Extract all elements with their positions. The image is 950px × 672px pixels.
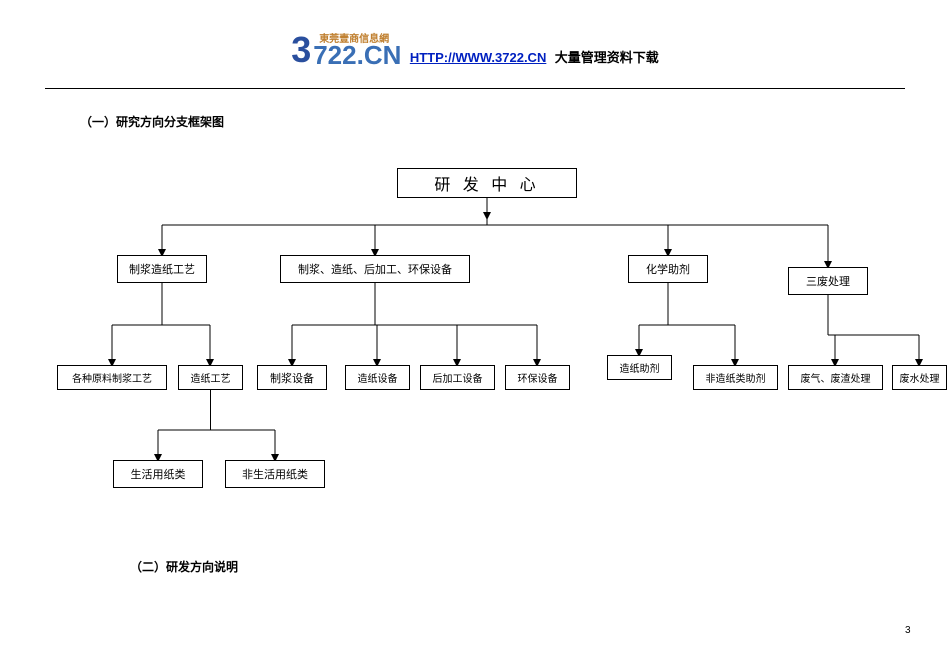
node-l3b: 非生活用纸类	[225, 460, 325, 488]
node-l1c: 化学助剂	[628, 255, 708, 283]
node-l2b3: 后加工设备	[420, 365, 495, 390]
node-root: 研 发 中 心	[397, 168, 577, 198]
node-l2d2: 废水处理	[892, 365, 947, 390]
node-l1d: 三废处理	[788, 267, 868, 295]
node-l2c1: 造纸助剂	[607, 355, 672, 380]
section-2-title: （二）研发方向说明	[130, 558, 238, 575]
node-l1b: 制浆、造纸、后加工、环保设备	[280, 255, 470, 283]
node-l2c2: 非造纸类助剂	[693, 365, 778, 390]
node-l2a1: 各种原料制浆工艺	[57, 365, 167, 390]
node-l2d1: 废气、废渣处理	[788, 365, 883, 390]
node-l1a: 制浆造纸工艺	[117, 255, 207, 283]
node-l2a2: 造纸工艺	[178, 365, 243, 390]
node-l2b1: 制浆设备	[257, 365, 327, 390]
node-l3a: 生活用纸类	[113, 460, 203, 488]
node-l2b4: 环保设备	[505, 365, 570, 390]
node-l2b2: 造纸设备	[345, 365, 410, 390]
page-number: 3	[905, 625, 911, 636]
